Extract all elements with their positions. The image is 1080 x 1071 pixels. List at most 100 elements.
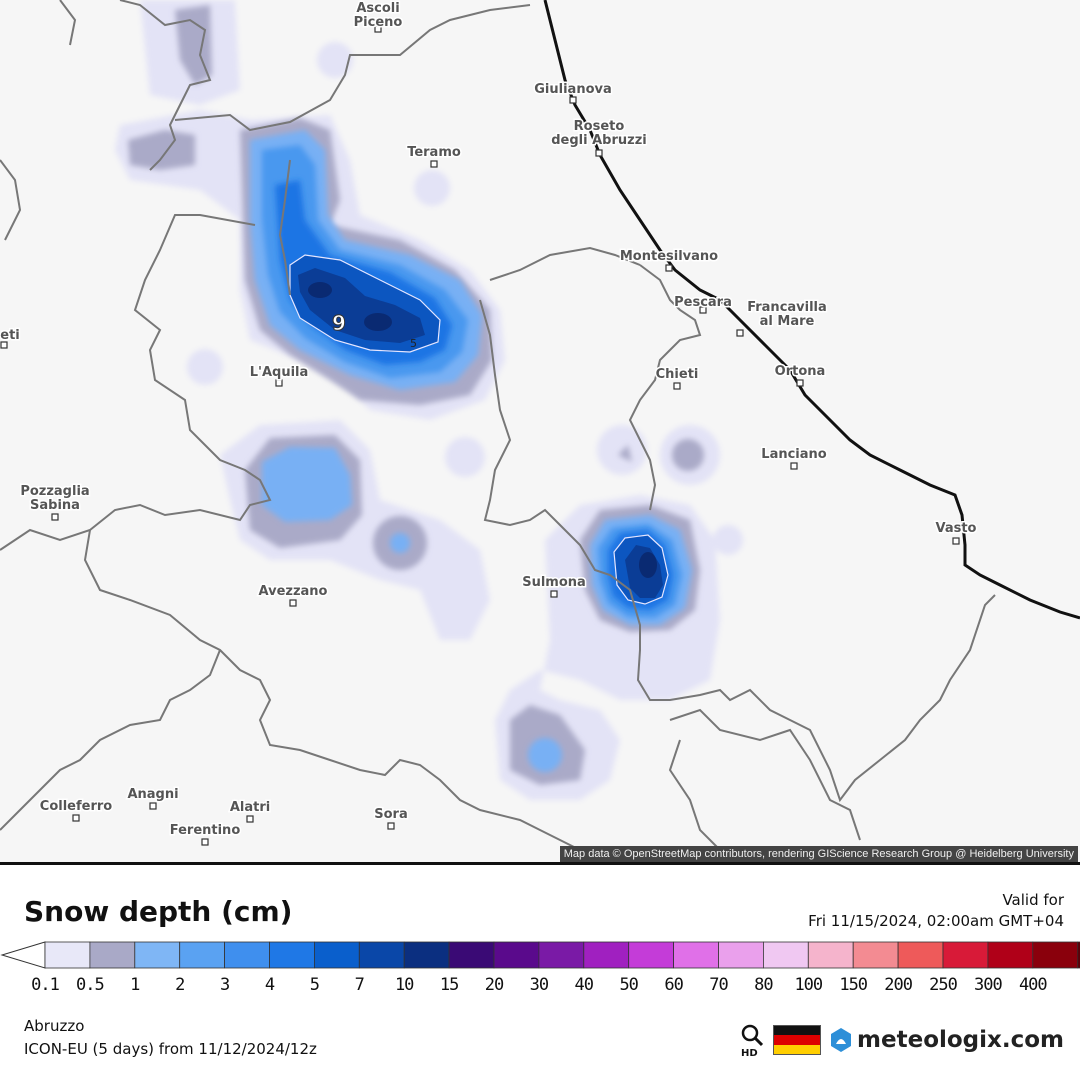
city-label: Ferentino	[170, 823, 241, 838]
scale-swatch	[448, 941, 495, 969]
scale-left-arrow-icon	[0, 941, 46, 969]
scale-swatch	[942, 941, 989, 969]
city-label: Avezzano	[259, 584, 328, 599]
city-marker: Lanciano	[760, 446, 828, 470]
city-dot-icon	[51, 513, 59, 521]
scale-tick-label: 80	[754, 975, 774, 995]
magnifier-icon: HD	[741, 1024, 764, 1059]
map-attribution: Map data © OpenStreetMap contributors, r…	[559, 846, 1078, 862]
city-label: Sabina	[30, 498, 80, 513]
scale-swatch	[224, 941, 270, 969]
scale-swatch	[852, 941, 899, 969]
city-marker: Avezzano	[257, 583, 329, 607]
scale-tick-label: 250	[929, 975, 958, 995]
scale-tick-label: 400	[1018, 975, 1048, 995]
scale-swatch	[897, 941, 944, 969]
city-label: eti	[0, 328, 20, 343]
region-name: Abruzzo	[24, 1017, 85, 1035]
city-dot-icon	[201, 838, 209, 846]
city-label: degli Abruzzi	[551, 133, 647, 148]
city-label: L'Aquila	[250, 365, 309, 380]
scale-tick-label: 20	[484, 975, 505, 995]
scale-tick-label: 5	[309, 975, 320, 995]
scale-tick-label: 10	[394, 975, 415, 995]
scale-swatch	[44, 941, 91, 969]
city-label: Ascoli	[356, 1, 399, 16]
map-border	[0, 862, 1080, 865]
city-dot-icon	[569, 96, 577, 104]
color-scale-ticks: 0.1 0.5 1 2 3 4 5 7 10 15 20 30 40 50 60 70 80 100 150 200 2…	[0, 975, 1080, 999]
snow-layer-10	[308, 282, 657, 578]
city-marker: Alatri	[228, 799, 272, 823]
city-label: Ortona	[775, 364, 826, 379]
contour-label-5: 5	[410, 337, 417, 350]
scale-swatch	[583, 941, 630, 969]
city-label: Francavilla	[747, 300, 827, 315]
city-label: Teramo	[407, 145, 461, 160]
city-dot-icon	[387, 822, 395, 830]
city-label: Sora	[374, 807, 407, 822]
scale-swatch	[134, 941, 181, 969]
scale-tick-label: 60	[664, 975, 684, 995]
city-label: Vasto	[935, 521, 976, 536]
brand-name: meteologix.com	[857, 1027, 1064, 1053]
scale-tick-label: 1	[130, 975, 140, 995]
city-dot-icon	[550, 590, 558, 598]
hd-label: HD	[741, 1048, 758, 1057]
valid-for-label: Valid for	[1002, 891, 1064, 909]
scale-tick-label: 30	[529, 975, 550, 995]
scale-swatch	[1032, 941, 1079, 969]
hd-zoom-button[interactable]: HD	[739, 1023, 765, 1059]
city-dot-icon	[673, 382, 681, 390]
city-dot-icon	[374, 25, 382, 33]
scale-swatch	[493, 941, 540, 969]
model-run-info: ICON-EU (5 days) from 11/12/2024/12z	[24, 1040, 317, 1058]
scale-tick-label: 150	[839, 975, 868, 995]
city-label: Montesilvano	[620, 249, 718, 264]
color-scale-bar	[0, 941, 1080, 969]
city-dot-icon	[149, 802, 157, 810]
city-dot-icon	[0, 341, 8, 349]
scale-swatch	[673, 941, 719, 969]
scale-swatch	[313, 941, 360, 969]
city-label: Colleferro	[40, 799, 112, 814]
brand-logo[interactable]: meteologix.com	[829, 1027, 1064, 1053]
scale-tick-label: 0.5	[76, 975, 105, 995]
city-marker: Ferentino	[168, 822, 242, 846]
region-borders	[0, 0, 996, 851]
city-marker: eti	[0, 327, 21, 349]
meteologix-logo-icon	[831, 1028, 852, 1052]
city-dot-icon	[699, 306, 707, 314]
scale-swatch	[763, 941, 809, 969]
city-marker: Teramo	[406, 144, 462, 168]
city-label: Anagni	[127, 787, 178, 802]
city-dot-icon	[665, 264, 673, 272]
scale-tick-label: 70	[709, 975, 729, 995]
city-dot-icon	[595, 149, 603, 157]
city-dot-icon	[952, 537, 960, 545]
scale-swatch	[718, 941, 764, 969]
contour-lines	[289, 254, 669, 605]
city-marker: Sora	[373, 806, 409, 830]
city-dot-icon	[430, 160, 438, 168]
scale-swatch	[89, 941, 136, 969]
city-label: Pescara	[674, 295, 732, 310]
scale-swatch	[179, 941, 225, 969]
city-marker: Anagni	[126, 786, 180, 810]
contour-label-9: 9	[332, 311, 346, 335]
city-dot-icon	[246, 815, 254, 823]
scale-swatch	[807, 941, 854, 969]
germany-flag-icon	[773, 1025, 822, 1055]
footer-logos: HD meteologix.com	[739, 1022, 1064, 1059]
city-label: Piceno	[354, 15, 403, 30]
city-marker: Sulmona	[521, 574, 587, 598]
map-area[interactable]: 9 5 Ascoli Piceno Giulianova Roseto degli Ab…	[0, 0, 1080, 862]
city-marker: Chieti	[654, 366, 700, 390]
city-dot-icon	[72, 814, 80, 822]
